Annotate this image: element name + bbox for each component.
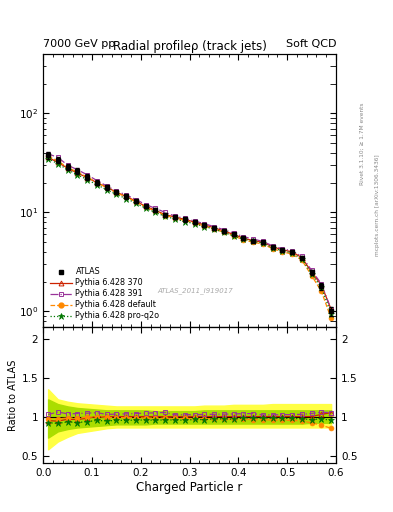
X-axis label: Charged Particle r: Charged Particle r <box>136 481 243 494</box>
Y-axis label: Ratio to ATLAS: Ratio to ATLAS <box>7 359 18 431</box>
Text: Soft QCD: Soft QCD <box>286 38 336 49</box>
Legend: ATLAS, Pythia 6.428 370, Pythia 6.428 391, Pythia 6.428 default, Pythia 6.428 pr: ATLAS, Pythia 6.428 370, Pythia 6.428 39… <box>47 265 162 323</box>
Text: Rivet 3.1.10; ≥ 1.7M events: Rivet 3.1.10; ≥ 1.7M events <box>360 102 365 185</box>
Text: 7000 GeV pp: 7000 GeV pp <box>43 38 116 49</box>
Title: Radial profileρ (track jets): Radial profileρ (track jets) <box>113 39 266 53</box>
Text: mcplots.cern.ch [arXiv:1306.3436]: mcplots.cern.ch [arXiv:1306.3436] <box>375 154 380 255</box>
Text: ATLAS_2011_I919017: ATLAS_2011_I919017 <box>158 287 233 294</box>
